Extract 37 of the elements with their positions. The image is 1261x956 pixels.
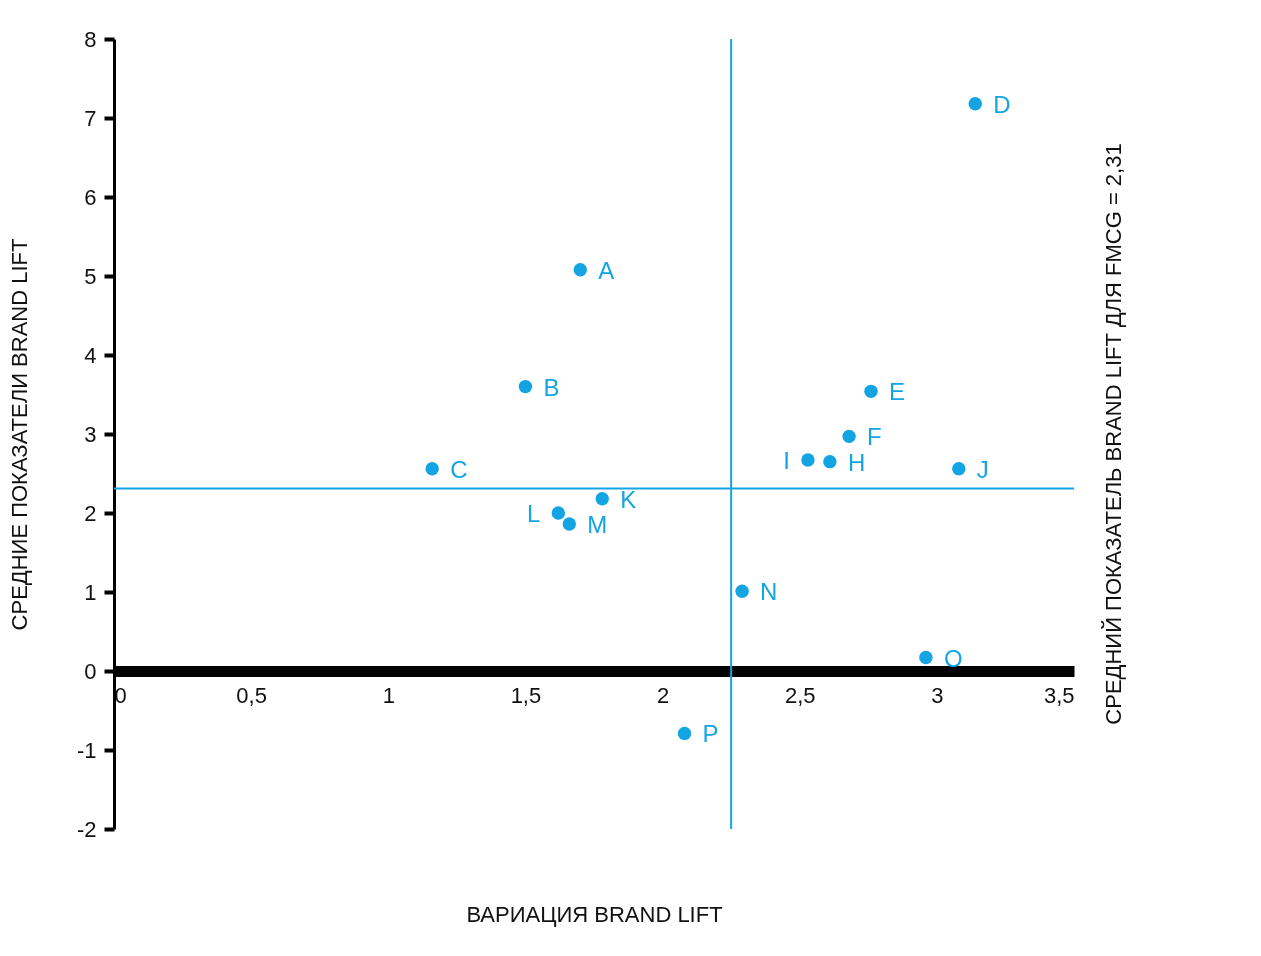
annotation: C: [450, 455, 468, 483]
annotation: K: [620, 485, 637, 513]
x-axis-title: ВАРИАЦИЯ BRAND LIFT: [466, 901, 723, 927]
annotation: A: [598, 256, 615, 284]
y-tick-label: 5: [84, 263, 97, 289]
x-tick-label: 0,5: [236, 682, 267, 708]
x-tick-label: 1,5: [510, 682, 542, 708]
annotation: D: [993, 90, 1011, 118]
x-tick-label: 2: [656, 682, 670, 708]
annotation: H: [847, 448, 866, 476]
y-tick-label: 4: [84, 342, 97, 368]
x-tick-label: 3: [931, 682, 944, 708]
y-tick-label: -1: [76, 737, 97, 763]
annotation: P: [702, 720, 719, 748]
annotation: B: [543, 373, 560, 401]
x-tick-label: 0: [114, 682, 127, 708]
y-tick-label: 3: [84, 421, 97, 447]
ref-line-label: СРЕДНИЙ ПОКАЗАТЕЛЬ BRAND LIFT ДЛЯ FMCG = 2,31: [1101, 143, 1126, 725]
annotation: L: [526, 500, 541, 527]
x-tick-label: 2,5: [784, 682, 816, 708]
y-axis-title: СРЕДНИЕ ПОКАЗАТЕЛИ BRAND LIFT: [6, 238, 32, 631]
annotation: J: [976, 455, 989, 483]
y-tick-label: -2: [76, 816, 97, 842]
annotation: M: [587, 511, 608, 539]
annotation: E: [889, 378, 906, 406]
annotation: O: [943, 644, 963, 672]
annotation: N: [760, 578, 778, 606]
y-tick-label: 0: [84, 658, 97, 684]
y-tick-label: 2: [84, 500, 97, 526]
y-tick-label: 1: [84, 579, 97, 605]
y-tick-label: 8: [84, 26, 97, 52]
y-tick-label: 6: [84, 184, 97, 210]
x-tick-label: 1: [382, 682, 395, 708]
annotation: F: [867, 423, 882, 451]
annotation: I: [783, 447, 790, 475]
y-tick-label: 7: [84, 105, 97, 131]
x-tick-label: 3,5: [1043, 682, 1075, 708]
